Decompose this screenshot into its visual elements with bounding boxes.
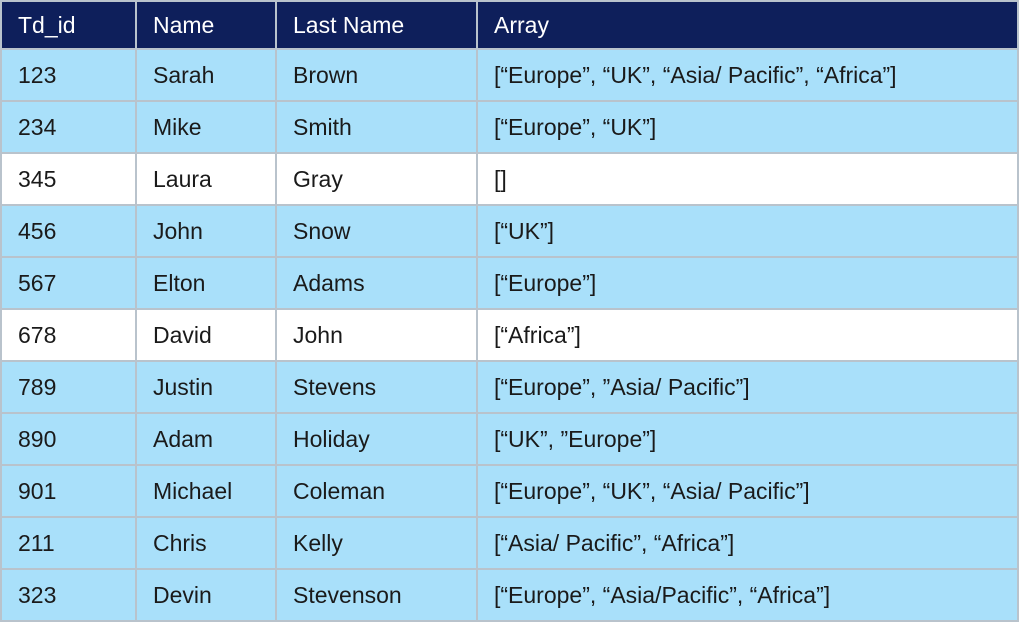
header-last-name: Last Name [275,0,478,50]
cell-last-name: Snow [275,204,478,258]
cell-last-name: Adams [275,256,478,310]
cell-last-name: Gray [275,152,478,206]
cell-array: [“Europe”, “Asia/Pacific”, “Africa”] [476,568,1019,622]
header-array: Array [476,0,1019,50]
cell-array: [“Europe”, “UK”] [476,100,1019,154]
cell-name: Laura [135,152,277,206]
cell-td-id: 234 [0,100,137,154]
cell-td-id: 323 [0,568,137,622]
cell-name: Elton [135,256,277,310]
table-row: 456 John Snow [“UK”] [0,204,1019,258]
cell-array: [“Africa”] [476,308,1019,362]
cell-name: David [135,308,277,362]
header-td-id: Td_id [0,0,137,50]
table-row: 123 Sarah Brown [“Europe”, “UK”, “Asia/ Pac… [0,48,1019,102]
header-name: Name [135,0,277,50]
cell-array: [“Asia/ Pacific”, “Africa”] [476,516,1019,570]
cell-last-name: Stevenson [275,568,478,622]
cell-name: Mike [135,100,277,154]
cell-td-id: 123 [0,48,137,102]
cell-last-name: Coleman [275,464,478,518]
table-row: 890 Adam Holiday [“UK”, ”Europe”] [0,412,1019,466]
cell-td-id: 567 [0,256,137,310]
cell-array: [“Europe”, “UK”, “Asia/ Pacific”] [476,464,1019,518]
cell-array: [“Europe”] [476,256,1019,310]
table-row: 901 Michael Coleman [“Europe”, “UK”, “Asia/… [0,464,1019,518]
cell-array: [“Europe”, “UK”, “Asia/ Pacific”, “Afric… [476,48,1019,102]
cell-td-id: 211 [0,516,137,570]
table-row: 323 Devin Stevenson [“Europe”, “Asia/Pacifi… [0,568,1019,622]
cell-name: Michael [135,464,277,518]
cell-last-name: Brown [275,48,478,102]
table-row: 678 David John [“Africa”] [0,308,1019,362]
table-row: 211 Chris Kelly [“Asia/ Pacific”, “Africa”] [0,516,1019,570]
cell-last-name: John [275,308,478,362]
cell-td-id: 901 [0,464,137,518]
cell-td-id: 678 [0,308,137,362]
cell-last-name: Stevens [275,360,478,414]
cell-last-name: Smith [275,100,478,154]
cell-td-id: 345 [0,152,137,206]
table-row: 345 Laura Gray[] [0,152,1019,206]
cell-td-id: 890 [0,412,137,466]
cell-array: [] [476,152,1019,206]
cell-last-name: Kelly [275,516,478,570]
cell-td-id: 789 [0,360,137,414]
cell-last-name: Holiday [275,412,478,466]
cell-array: [“UK”] [476,204,1019,258]
cell-name: Chris [135,516,277,570]
cell-name: John [135,204,277,258]
table-row: 234 Mike Smith [“Europe”, “UK”] [0,100,1019,154]
cell-name: Devin [135,568,277,622]
table-row: 567 Elton Adams [“Europe”] [0,256,1019,310]
cell-array: [“UK”, ”Europe”] [476,412,1019,466]
cell-td-id: 456 [0,204,137,258]
cell-name: Justin [135,360,277,414]
table-row: 789 Justin Stevens [“Europe”, ”Asia/ Pacifi… [0,360,1019,414]
header-row: Td_id Name Last Name Array [0,0,1019,50]
cell-name: Adam [135,412,277,466]
cell-name: Sarah [135,48,277,102]
cell-array: [“Europe”, ”Asia/ Pacific”] [476,360,1019,414]
